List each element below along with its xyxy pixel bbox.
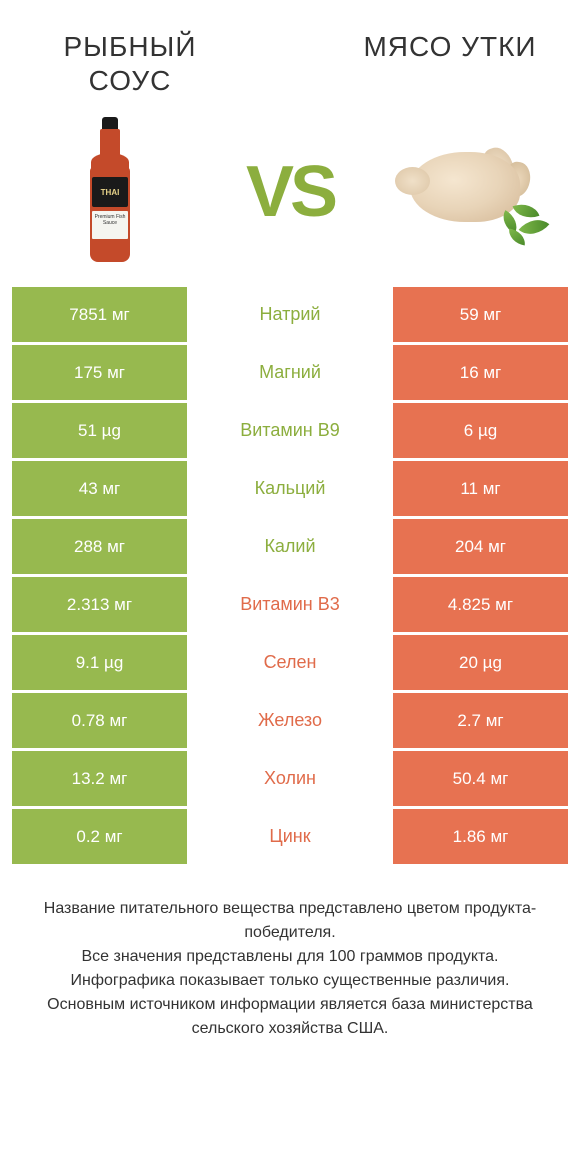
left-value-cell: 0.2 мг [12,809,187,864]
table-row: 2.313 мгВитамин B34.825 мг [12,577,568,632]
table-row: 288 мгКалий204 мг [12,519,568,574]
right-value-cell: 204 мг [393,519,568,574]
right-value-cell: 4.825 мг [393,577,568,632]
nutrient-label: Кальций [187,461,393,516]
nutrient-label: Магний [187,345,393,400]
left-value-cell: 51 µg [12,403,187,458]
nutrient-label: Цинк [187,809,393,864]
left-value-cell: 9.1 µg [12,635,187,690]
header: РЫБНЫЙ СОУС МЯСО УТКИ [0,0,580,107]
right-value-cell: 20 µg [393,635,568,690]
nutrient-label: Селен [187,635,393,690]
left-value-cell: 13.2 мг [12,751,187,806]
right-value-cell: 59 мг [393,287,568,342]
left-product-title: РЫБНЫЙ СОУС [30,30,230,97]
nutrient-label: Холин [187,751,393,806]
footer-line: Название питательного вещества представл… [25,897,555,945]
table-row: 13.2 мгХолин50.4 мг [12,751,568,806]
images-row: THAI Premium Fish Sauce VS [0,107,580,287]
footer-text: Название питательного вещества представл… [0,867,580,1061]
right-product-image [390,132,550,252]
right-value-cell: 6 µg [393,403,568,458]
vs-label: VS [246,151,334,233]
footer-line: Все значения представлены для 100 граммо… [25,945,555,969]
table-row: 9.1 µgСелен20 µg [12,635,568,690]
table-row: 0.2 мгЦинк1.86 мг [12,809,568,864]
left-value-cell: 2.313 мг [12,577,187,632]
bottle-brand: THAI [101,188,120,197]
comparison-table: 7851 мгНатрий59 мг175 мгМагний16 мг51 µg… [0,287,580,864]
bottle-icon: THAI Premium Fish Sauce [85,117,135,267]
left-value-cell: 175 мг [12,345,187,400]
left-value-cell: 0.78 мг [12,693,187,748]
table-row: 0.78 мгЖелезо2.7 мг [12,693,568,748]
right-value-cell: 11 мг [393,461,568,516]
footer-line: Инфографика показывает только существенн… [25,969,555,993]
table-row: 7851 мгНатрий59 мг [12,287,568,342]
duck-icon [390,132,550,252]
mint-icon [500,202,550,247]
right-value-cell: 50.4 мг [393,751,568,806]
nutrient-label: Витамин B9 [187,403,393,458]
table-row: 51 µgВитамин B96 µg [12,403,568,458]
bottle-sublabel: Premium Fish Sauce [92,211,128,239]
nutrient-label: Натрий [187,287,393,342]
table-row: 175 мгМагний16 мг [12,345,568,400]
left-value-cell: 43 мг [12,461,187,516]
nutrient-label: Витамин B3 [187,577,393,632]
left-product-image: THAI Premium Fish Sauce [30,117,190,267]
footer-line: Основным источником информации является … [25,993,555,1041]
nutrient-label: Калий [187,519,393,574]
right-product-title: МЯСО УТКИ [350,30,550,64]
table-row: 43 мгКальций11 мг [12,461,568,516]
left-value-cell: 7851 мг [12,287,187,342]
right-value-cell: 2.7 мг [393,693,568,748]
right-value-cell: 1.86 мг [393,809,568,864]
right-value-cell: 16 мг [393,345,568,400]
left-value-cell: 288 мг [12,519,187,574]
nutrient-label: Железо [187,693,393,748]
